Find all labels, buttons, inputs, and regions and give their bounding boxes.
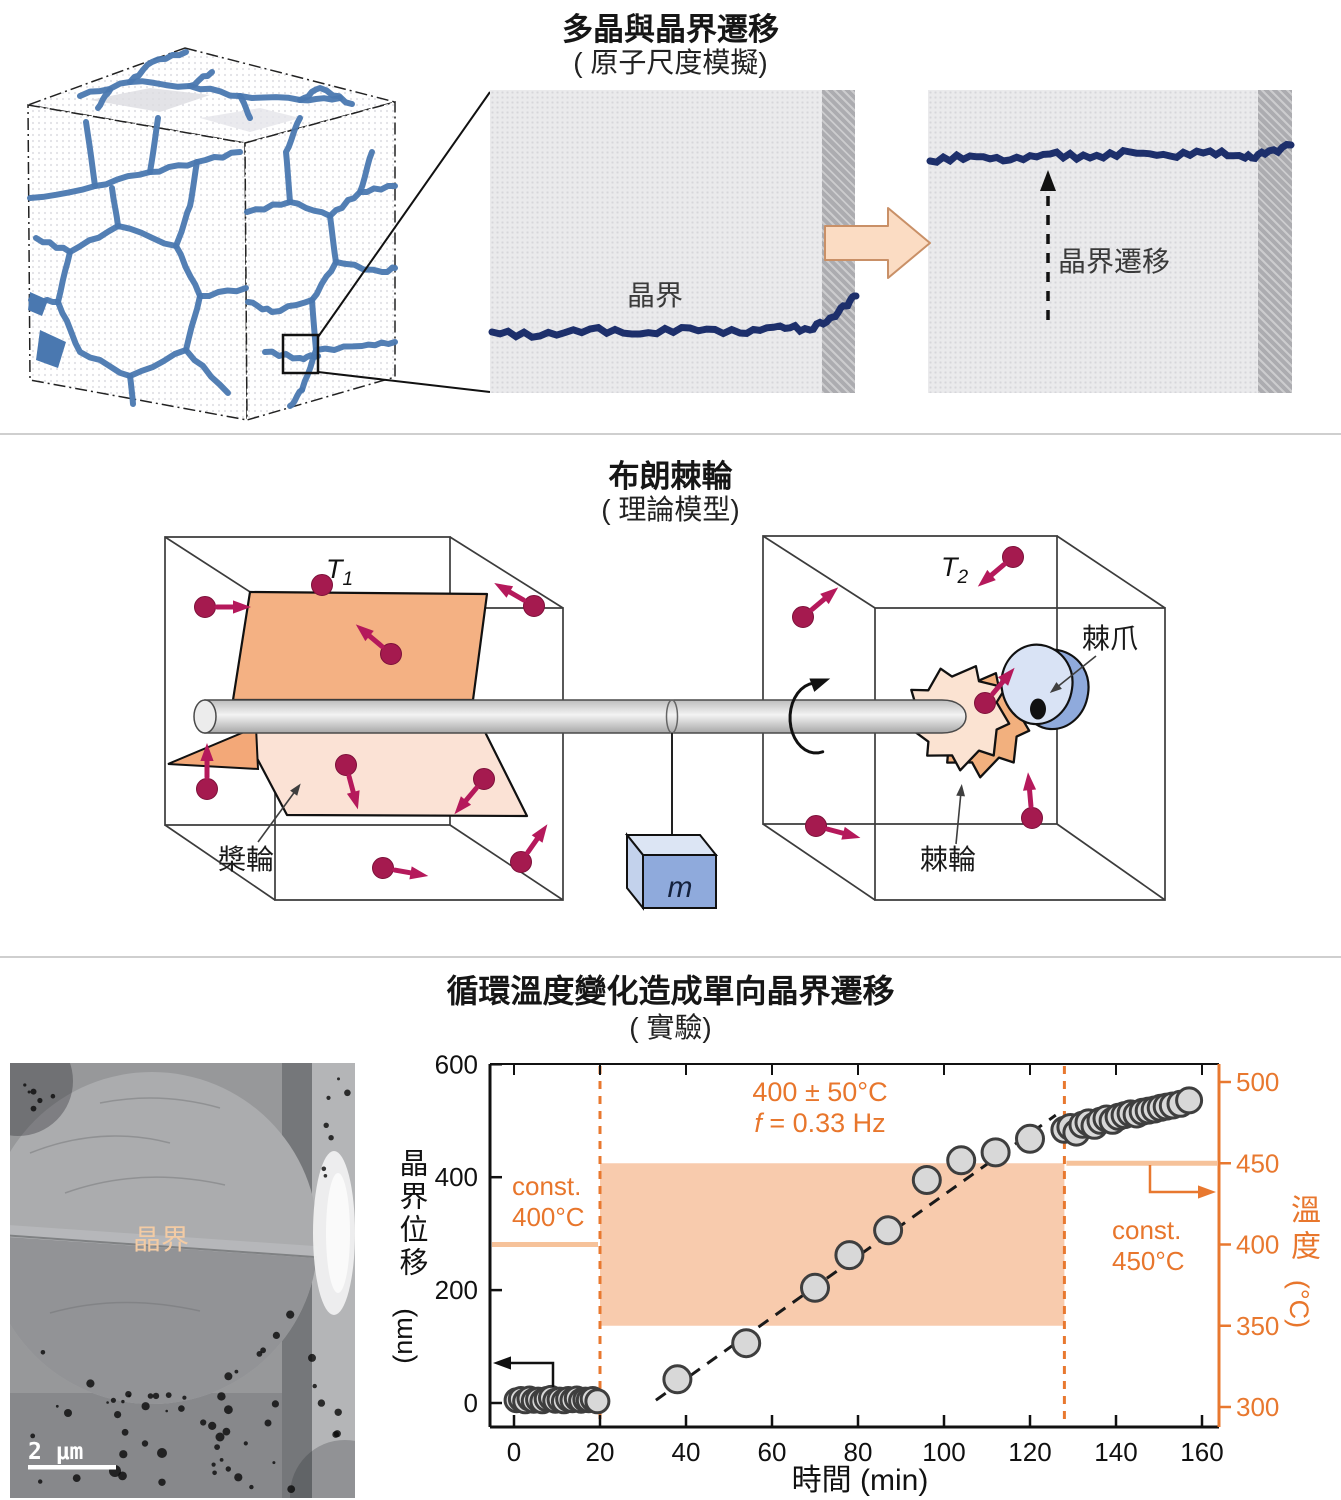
tem-scalebar <box>28 1465 116 1470</box>
svg-text:400: 400 <box>435 1162 478 1192</box>
section1-subtitle: ( 原子尺度模擬) <box>573 47 768 78</box>
slab-side-face-before <box>822 90 855 393</box>
cycling-frequency-annotation: f = 0.33 Hz <box>754 1108 886 1138</box>
section2-title: 布朗棘輪 <box>608 459 733 494</box>
svg-text:500: 500 <box>1236 1067 1279 1097</box>
cycling-temperature-annotation: 400 ± 50°C <box>752 1077 888 1107</box>
svg-text:450: 450 <box>1236 1148 1279 1178</box>
svg-text:0: 0 <box>464 1388 478 1418</box>
polycrystal-cube-illustration <box>25 47 491 421</box>
y-axis-right-unit: (°C) <box>1284 1279 1314 1329</box>
displacement-temperature-chart: 0 20 40 60 80 100 120 140 160 0 200 400 600 300 350 400… <box>435 1049 1280 1467</box>
svg-text:140: 140 <box>1094 1437 1137 1467</box>
tem-micrograph: 晶界 2 μm <box>10 1063 355 1498</box>
mass-label: m <box>668 871 693 904</box>
y-axis-left-unit: (nm) <box>388 1308 418 1364</box>
section-divider-2 <box>0 956 1341 958</box>
y-axis-left-label: 晶界位移 <box>395 1148 427 1280</box>
simulation-slab-after <box>928 90 1258 393</box>
y-axis-right-label: 溫度 <box>1286 1194 1319 1266</box>
brownian-ratchet-diagram: T1 T2 槳輪 棘輪 棘爪 m <box>164 535 1166 911</box>
pawl-label: 棘爪 <box>1082 623 1138 654</box>
section2-subtitle: ( 理論模型) <box>601 494 740 525</box>
svg-text:20: 20 <box>586 1437 615 1467</box>
svg-text:600: 600 <box>435 1049 478 1079</box>
const-400-annotation: const. 400°C <box>512 1171 585 1232</box>
temperature-T1-label: T1 <box>326 554 353 590</box>
section3-title: 循環溫度變化造成單向晶界遷移 <box>446 973 895 1009</box>
svg-text:300: 300 <box>1236 1392 1279 1422</box>
tem-scalebar-label: 2 μm <box>28 1439 83 1465</box>
svg-text:60: 60 <box>758 1437 787 1467</box>
svg-text:40: 40 <box>672 1437 701 1467</box>
x-axis-label: 時間 (min) <box>791 1464 929 1497</box>
svg-text:160: 160 <box>1180 1437 1223 1467</box>
const-450-annotation: const. 450°C <box>1112 1215 1185 1276</box>
svg-text:400: 400 <box>1236 1230 1279 1260</box>
grain-boundary-label: 晶界 <box>626 280 683 311</box>
grain-boundary-migration-label: 晶界遷移 <box>1058 246 1171 277</box>
paddle-wheel-label: 槳輪 <box>218 844 274 875</box>
tem-grain-boundary-label: 晶界 <box>133 1224 189 1255</box>
section1-title: 多晶與晶界遷移 <box>562 12 779 47</box>
temperature-T2-label: T2 <box>941 552 969 588</box>
svg-text:100: 100 <box>922 1437 965 1467</box>
svg-text:350: 350 <box>1236 1311 1279 1341</box>
simulation-slab-before <box>490 90 822 393</box>
section-divider-1 <box>0 433 1341 435</box>
svg-text:0: 0 <box>507 1437 521 1467</box>
ratchet-wheel-label: 棘輪 <box>920 844 976 875</box>
svg-text:80: 80 <box>844 1437 873 1467</box>
section3-subtitle: ( 實驗) <box>629 1012 712 1043</box>
svg-text:200: 200 <box>435 1275 478 1305</box>
slab-side-face-after <box>1258 90 1292 393</box>
svg-text:120: 120 <box>1008 1437 1051 1467</box>
